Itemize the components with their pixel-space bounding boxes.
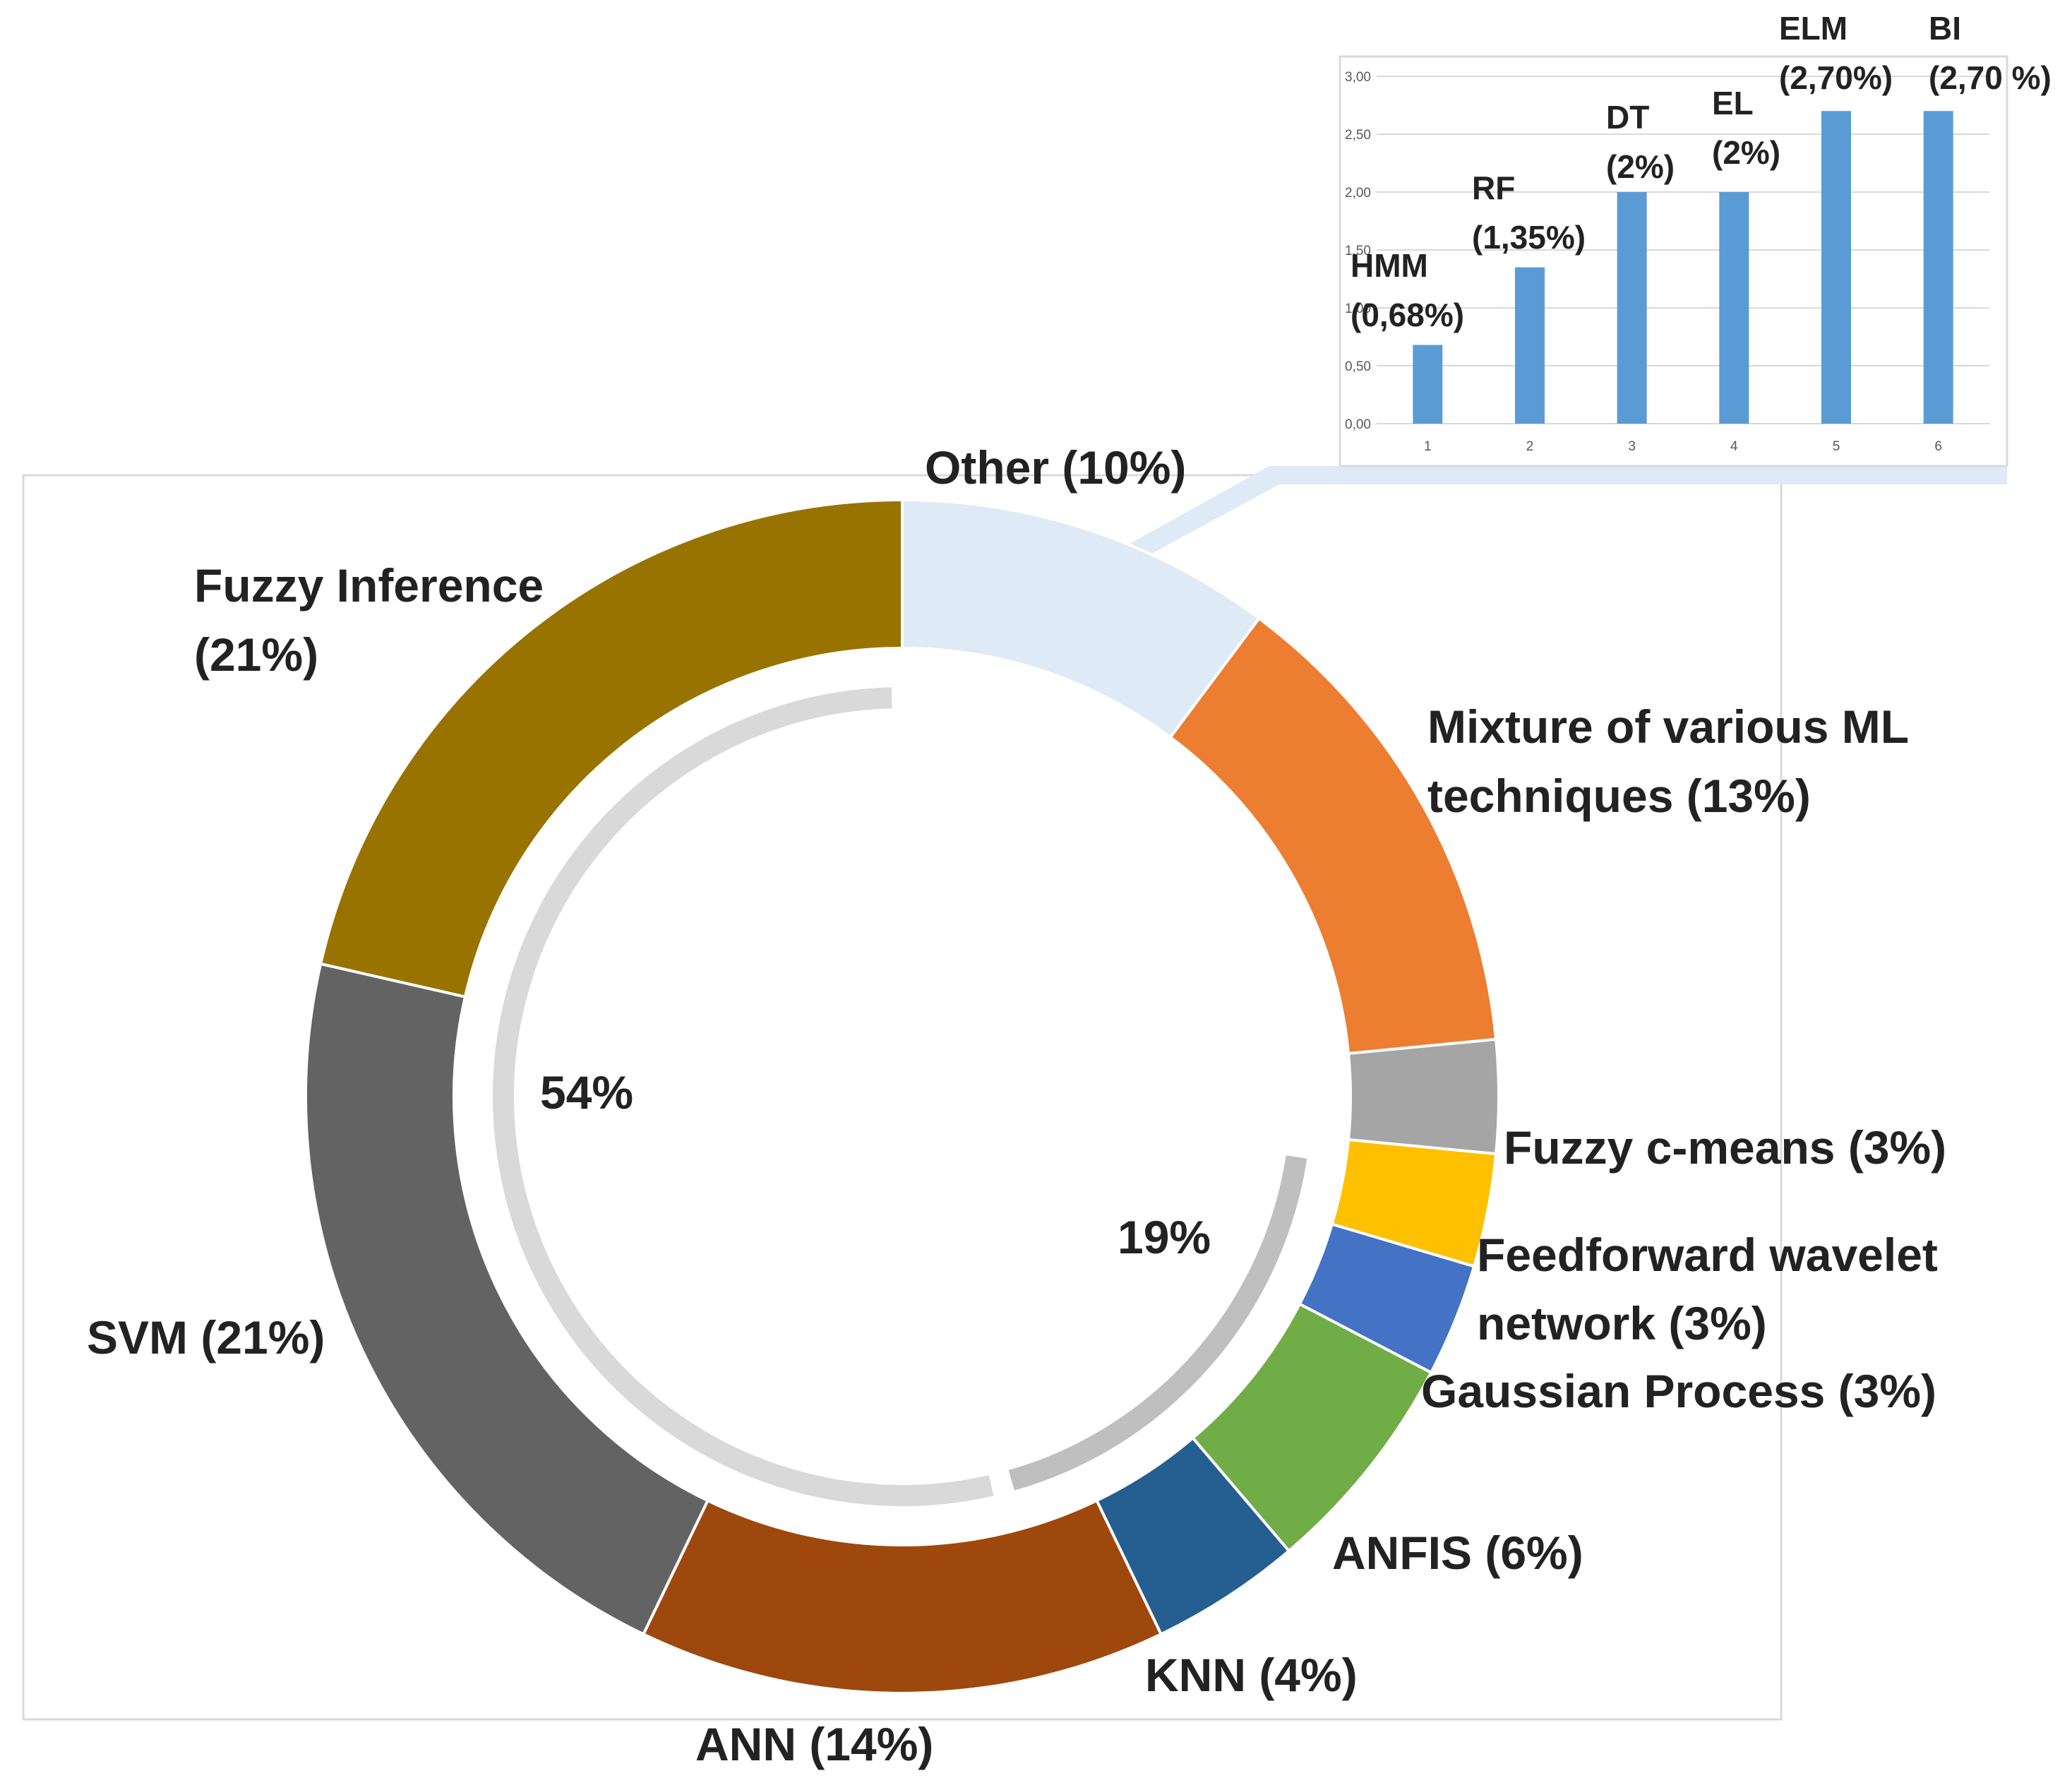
inset-bar-label-2: RF (1,35%)	[1472, 169, 1586, 256]
inset-ytick-label: 1,50	[1345, 244, 1371, 258]
inset-xtick-label: 1	[1424, 439, 1432, 454]
inset-ytick-label: 2,50	[1345, 128, 1371, 143]
callout-connector	[1120, 466, 2007, 565]
donut-segments	[304, 498, 1500, 1695]
inset-bar-6	[1923, 111, 1953, 424]
label-other: Other (10%)	[925, 441, 1186, 494]
inset-bar-label-5: ELM (2,70%)	[1779, 10, 1893, 96]
inset-xtick-label: 3	[1628, 439, 1636, 454]
inner-label-54: 54%	[540, 1066, 633, 1118]
inset-ytick-label: 1,00	[1345, 302, 1371, 316]
inset-bar-5	[1821, 111, 1851, 424]
donut-segment-2	[1346, 1037, 1500, 1156]
inset-gridlines	[1377, 76, 1989, 424]
inset-xtick-label: 4	[1730, 439, 1738, 454]
inner-arcs	[493, 687, 1307, 1506]
inset-bars	[1413, 111, 1953, 424]
inner-arc-19	[1008, 1155, 1307, 1491]
inset-bar-4	[1719, 192, 1749, 424]
inset-ytick-label: 0,00	[1345, 417, 1371, 432]
label-fuzzy-c-means: Fuzzy c-means (3%)	[1504, 1121, 1946, 1174]
label-feedforward-wavelet: Feedforward wavelet network (3%)	[1477, 1229, 1938, 1349]
label-mixture: Mixture of various ML techniques (13%)	[1427, 700, 1909, 822]
label-fuzzy-inference: Fuzzy Inference (21%)	[194, 559, 544, 681]
inner-label-19: 19%	[1118, 1211, 1211, 1263]
inset-xtick-label: 5	[1833, 439, 1840, 454]
inset-bar-3	[1617, 192, 1647, 424]
inset-bar-2	[1515, 267, 1545, 424]
donut-segment-8	[304, 962, 710, 1636]
label-knn: KNN (4%)	[1145, 1649, 1358, 1701]
inset-ytick-label: 3,00	[1345, 70, 1371, 85]
label-svm: SVM (21%)	[87, 1311, 325, 1364]
inset-xtick-label: 6	[1934, 439, 1942, 454]
donut-labels: Other (10%) Mixture of various ML techniq…	[87, 441, 1946, 1770]
inset-bar-label-1: HMM (0,68%)	[1351, 247, 1464, 333]
inset-labels: 0,00 0,50 1,00 1,50 2,00 2,50 3,00 1 2 3 4 5 6 HMM (0,…	[1345, 10, 2052, 454]
donut-segment-9	[318, 498, 904, 999]
inset-bar-label-4: EL (2%)	[1712, 85, 1780, 171]
inner-arc-54	[493, 687, 994, 1506]
inset-ytick-label: 0,50	[1345, 359, 1371, 374]
inset-chart-frame	[1339, 55, 2008, 467]
inset-bar-1	[1413, 345, 1443, 424]
inset-bar-label-3: DT (2%)	[1606, 99, 1675, 185]
label-anfis: ANFIS (6%)	[1332, 1527, 1583, 1579]
label-ann: ANN (14%)	[695, 1718, 933, 1770]
inset-xtick-label: 2	[1526, 439, 1534, 454]
inset-ytick-label: 2,00	[1345, 186, 1371, 201]
inset-bar-label-6: BI (2,70 %)	[1929, 10, 2052, 96]
label-gaussian-process: Gaussian Process (3%)	[1421, 1365, 1936, 1417]
